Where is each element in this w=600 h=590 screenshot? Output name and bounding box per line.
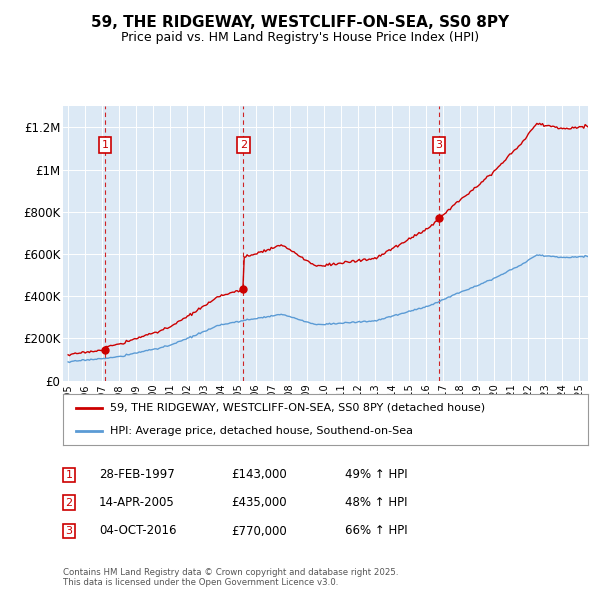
Text: £435,000: £435,000 — [231, 496, 287, 509]
Text: £770,000: £770,000 — [231, 525, 287, 537]
Text: 48% ↑ HPI: 48% ↑ HPI — [345, 496, 407, 509]
Text: 59, THE RIDGEWAY, WESTCLIFF-ON-SEA, SS0 8PY (detached house): 59, THE RIDGEWAY, WESTCLIFF-ON-SEA, SS0 … — [110, 402, 485, 412]
Text: 1: 1 — [65, 470, 73, 480]
Text: 59, THE RIDGEWAY, WESTCLIFF-ON-SEA, SS0 8PY: 59, THE RIDGEWAY, WESTCLIFF-ON-SEA, SS0 … — [91, 15, 509, 30]
Text: Price paid vs. HM Land Registry's House Price Index (HPI): Price paid vs. HM Land Registry's House … — [121, 31, 479, 44]
Text: 28-FEB-1997: 28-FEB-1997 — [99, 468, 175, 481]
Text: £143,000: £143,000 — [231, 468, 287, 481]
Text: 2: 2 — [240, 140, 247, 150]
Text: 49% ↑ HPI: 49% ↑ HPI — [345, 468, 407, 481]
Text: 14-APR-2005: 14-APR-2005 — [99, 496, 175, 509]
Text: 2: 2 — [65, 498, 73, 507]
Text: 3: 3 — [65, 526, 73, 536]
Text: 3: 3 — [436, 140, 442, 150]
Text: 04-OCT-2016: 04-OCT-2016 — [99, 525, 176, 537]
Text: Contains HM Land Registry data © Crown copyright and database right 2025.
This d: Contains HM Land Registry data © Crown c… — [63, 568, 398, 587]
Text: HPI: Average price, detached house, Southend-on-Sea: HPI: Average price, detached house, Sout… — [110, 427, 413, 437]
Text: 66% ↑ HPI: 66% ↑ HPI — [345, 525, 407, 537]
Text: 1: 1 — [101, 140, 109, 150]
